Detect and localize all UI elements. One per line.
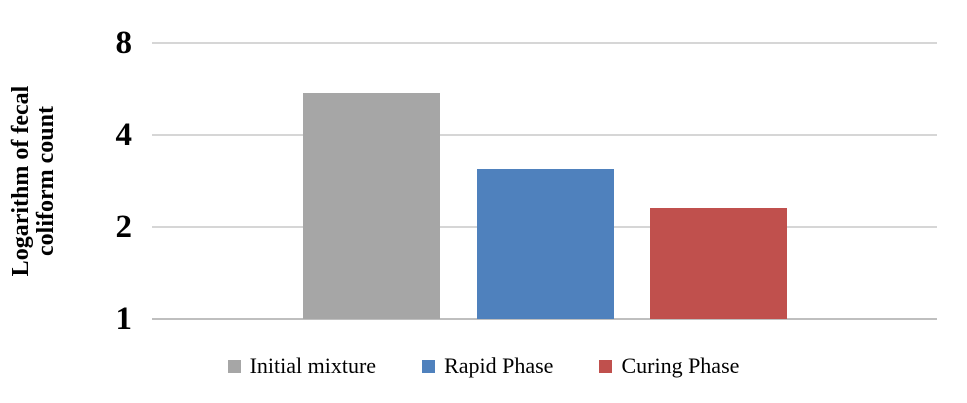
legend-swatch-rapid-phase-icon [422,359,436,373]
gridline-8 [152,42,937,44]
y-tick-label-8: 8 [115,25,133,61]
y-axis-title-line1: Logarithm of fecal [8,85,34,277]
legend-label-curing-phase: Curing Phase [621,353,740,378]
gridline-1 [152,318,937,320]
y-tick-label-1: 1 [115,301,133,337]
y-tick-label-2: 2 [115,209,133,245]
legend-swatch-initial-mixture-icon [227,359,241,373]
bar-initial-mixture [303,92,440,319]
legend-swatch-curing-phase-icon [599,359,613,373]
y-tick-label-4: 4 [115,117,133,153]
bar-curing-phase [650,208,787,319]
gridline-4 [152,134,937,136]
legend: Initial mixture Rapid Phase Curing Phase [0,351,967,381]
legend-label-initial-mixture: Initial mixture [249,353,377,378]
y-axis-title-text: Logarithm of fecal coliform count [8,85,59,277]
plot-area [152,42,937,320]
legend-item-curing-phase: Curing Phase [599,351,739,381]
legend-item-initial-mixture: Initial mixture [227,351,377,381]
bar-rapid-phase [477,168,614,319]
y-axis-title-line2: coliform count [33,106,59,256]
legend-label-rapid-phase: Rapid Phase [444,353,554,378]
y-axis-title: Logarithm of fecal coliform count [2,43,66,319]
legend-item-rapid-phase: Rapid Phase [422,351,553,381]
